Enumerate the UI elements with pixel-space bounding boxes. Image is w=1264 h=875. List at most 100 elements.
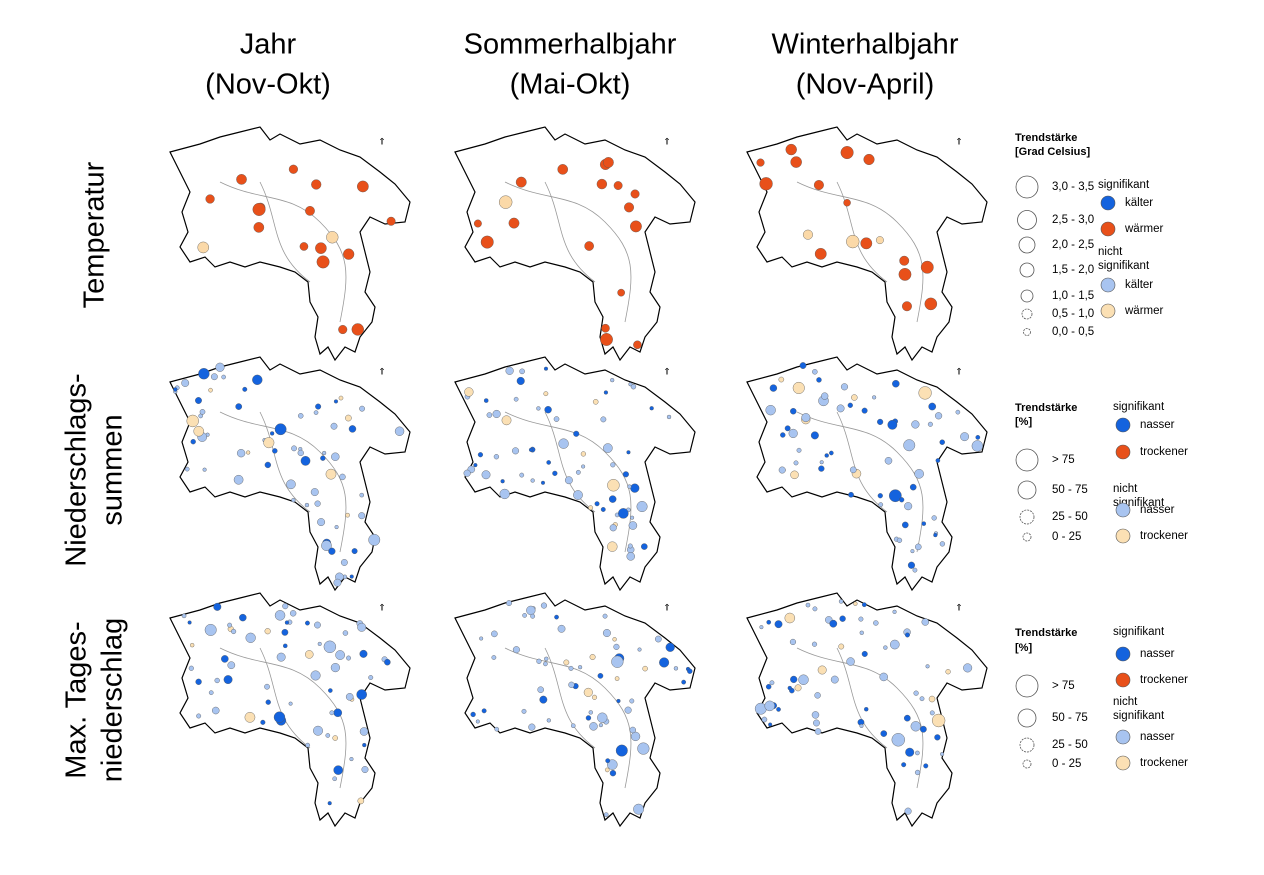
station bbox=[553, 416, 560, 422]
station bbox=[630, 189, 640, 199]
legend-size bbox=[1017, 210, 1037, 230]
station bbox=[313, 410, 319, 415]
station bbox=[597, 673, 604, 679]
station bbox=[766, 619, 772, 625]
station bbox=[849, 466, 857, 474]
station bbox=[641, 543, 648, 550]
station bbox=[181, 613, 187, 619]
legend-size-label: > 75 bbox=[1052, 680, 1075, 692]
station bbox=[210, 373, 218, 381]
station bbox=[613, 181, 623, 190]
station bbox=[600, 333, 613, 346]
station bbox=[543, 391, 549, 397]
station bbox=[904, 807, 912, 815]
station bbox=[612, 637, 617, 642]
station bbox=[188, 665, 194, 671]
station bbox=[276, 652, 286, 662]
station bbox=[759, 625, 764, 630]
station bbox=[687, 668, 693, 674]
station bbox=[568, 665, 574, 671]
station bbox=[878, 502, 884, 508]
station bbox=[913, 690, 919, 696]
station bbox=[512, 646, 520, 654]
station bbox=[473, 463, 478, 468]
station bbox=[912, 567, 918, 573]
station bbox=[649, 406, 654, 411]
station bbox=[310, 488, 319, 496]
station bbox=[846, 657, 855, 666]
station bbox=[864, 707, 869, 712]
legend-title: [%] bbox=[1015, 642, 1032, 654]
station bbox=[863, 153, 875, 165]
station bbox=[184, 466, 190, 472]
station bbox=[274, 423, 287, 436]
station bbox=[236, 449, 246, 458]
station bbox=[910, 549, 915, 554]
station bbox=[481, 470, 491, 480]
station bbox=[332, 735, 338, 741]
station bbox=[329, 710, 335, 716]
legend-dot bbox=[1100, 221, 1116, 237]
station bbox=[843, 199, 851, 207]
station bbox=[270, 431, 275, 436]
station bbox=[636, 501, 648, 513]
legend-item: wärmer bbox=[1124, 305, 1164, 317]
legend-group: nicht bbox=[1113, 483, 1138, 495]
station bbox=[839, 615, 846, 622]
legend-dot bbox=[1100, 195, 1116, 211]
station bbox=[346, 655, 351, 661]
legend-item: kälter bbox=[1125, 197, 1153, 209]
station bbox=[265, 699, 271, 705]
station bbox=[915, 750, 920, 756]
station bbox=[934, 734, 941, 741]
station bbox=[325, 468, 337, 480]
station bbox=[526, 605, 536, 616]
station bbox=[931, 713, 946, 728]
station bbox=[847, 402, 853, 408]
station bbox=[879, 672, 888, 682]
river bbox=[836, 647, 888, 749]
station bbox=[530, 613, 536, 619]
station bbox=[333, 578, 342, 587]
station bbox=[846, 234, 860, 249]
column-period: (Nov-April) bbox=[796, 69, 935, 101]
station bbox=[637, 742, 650, 755]
station bbox=[872, 395, 877, 400]
station bbox=[940, 752, 945, 757]
legend-title: [Grad Celsius] bbox=[1015, 146, 1091, 158]
station bbox=[840, 146, 854, 160]
station bbox=[361, 766, 369, 773]
station bbox=[589, 654, 596, 661]
station bbox=[546, 460, 551, 465]
station bbox=[552, 470, 558, 476]
station bbox=[928, 695, 936, 703]
station bbox=[814, 248, 827, 260]
legend-group: signifikant bbox=[1113, 626, 1165, 638]
river bbox=[796, 181, 924, 323]
legend-group: signifikant bbox=[1113, 401, 1165, 413]
station bbox=[899, 255, 910, 266]
station bbox=[904, 632, 910, 638]
station bbox=[902, 521, 909, 529]
legend-size bbox=[1017, 480, 1037, 500]
station bbox=[613, 643, 620, 650]
station bbox=[915, 543, 922, 551]
station bbox=[934, 412, 943, 420]
station bbox=[630, 483, 640, 493]
station bbox=[333, 708, 343, 718]
station bbox=[528, 723, 536, 731]
station bbox=[810, 431, 819, 440]
station bbox=[813, 719, 820, 727]
station bbox=[892, 380, 900, 388]
station bbox=[264, 628, 271, 635]
station bbox=[186, 414, 199, 428]
legend-dot bbox=[1115, 672, 1131, 688]
station bbox=[963, 663, 973, 673]
station bbox=[607, 759, 618, 770]
station bbox=[530, 478, 535, 483]
station bbox=[901, 762, 907, 768]
station bbox=[244, 712, 256, 723]
north-arrow: ⇑ bbox=[955, 602, 963, 612]
station bbox=[282, 603, 289, 610]
station bbox=[208, 690, 214, 695]
